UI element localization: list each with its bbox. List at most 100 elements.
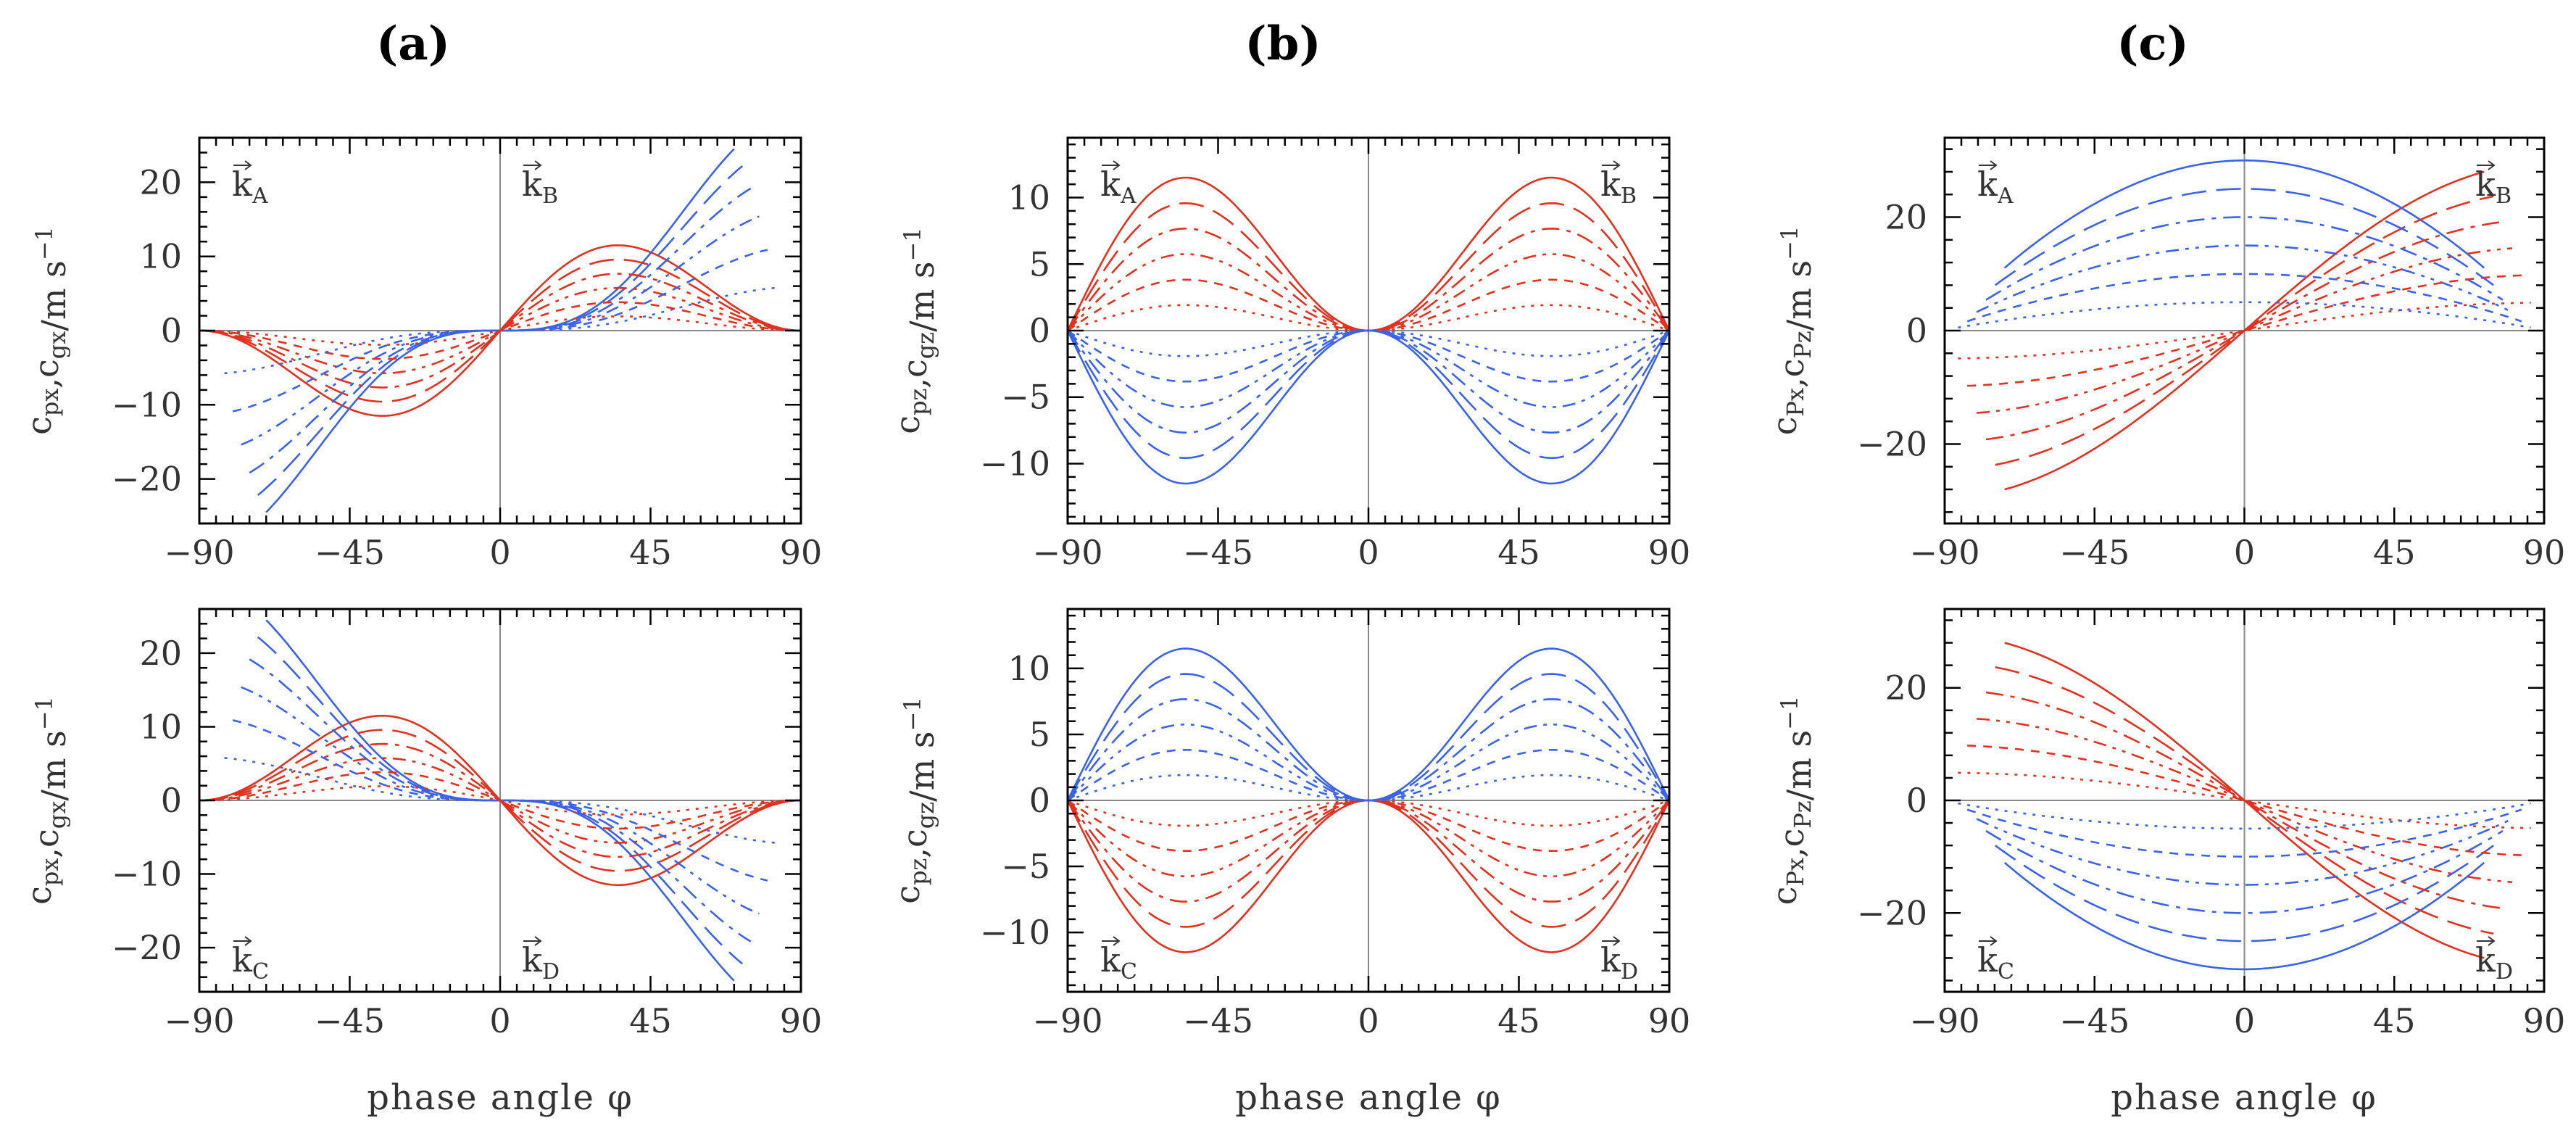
x-tick-label: −45 [1183, 533, 1253, 572]
wave-vector-k: k [522, 165, 543, 204]
y-tick-label: −20 [1857, 424, 1927, 463]
y-axis-label: cpx,cgx/m s−1 [20, 226, 73, 435]
x-tick-label: −45 [315, 1001, 385, 1040]
y-tick-label: −10 [980, 444, 1050, 483]
wave-vector-subscript: C [252, 959, 269, 985]
series-line-blue-1 [1068, 673, 1669, 802]
x-tick-label: 90 [780, 533, 823, 572]
series-line-blue-5 [1958, 802, 2531, 830]
series-line-blue-1 [1068, 329, 1669, 460]
y-tick-label: −5 [1001, 378, 1050, 417]
series-line-blue-3 [1976, 818, 2513, 886]
series-line-blue-1 [257, 636, 744, 965]
y-tick-label: −20 [112, 928, 182, 967]
wave-vector-k: k [1977, 165, 1998, 204]
series-line-red-3 [1976, 718, 2513, 883]
series-line-red-1 [199, 729, 801, 872]
series-line-blue-3 [1068, 329, 1669, 408]
y-tick-label: −10 [112, 385, 182, 424]
vector-arrowhead-icon [1990, 160, 1998, 170]
y-tick-label: 10 [1007, 178, 1050, 218]
y-axis-label: cpz,cgz/m s−1 [888, 227, 942, 434]
wave-vector-subscript: B [2496, 183, 2511, 209]
series-line-red-5 [1958, 771, 2531, 829]
wave-vector-subscript: A [252, 183, 268, 209]
vector-arrowhead-icon [2488, 936, 2496, 946]
y-tick-label: 10 [139, 237, 182, 276]
x-tick-label: 0 [489, 533, 510, 572]
y-tick-label: 0 [1906, 781, 1927, 820]
vector-arrowhead-icon [1990, 936, 1998, 946]
y-axis-label: cpz,cgz/m s−1 [888, 697, 942, 903]
wave-vector-k: k [2475, 165, 2496, 204]
y-tick-label: 0 [1906, 311, 1927, 350]
wave-vector-k: k [232, 165, 253, 204]
x-tick-label: −90 [1032, 533, 1102, 572]
x-tick-label: 0 [2234, 1001, 2255, 1040]
series-line-blue-4 [1068, 329, 1669, 383]
series-line-red-1 [1068, 202, 1669, 332]
wave-vector-subscript: D [1621, 959, 1638, 985]
series-line-blue-1 [257, 165, 744, 497]
panel-letter-b: (b) [1245, 17, 1321, 71]
y-axis-label: cpx,cgx/m s−1 [20, 696, 73, 905]
series-line-blue-0 [2003, 861, 2485, 971]
x-tick-label: 45 [629, 533, 672, 572]
series-group [199, 148, 801, 513]
series-line-blue-0 [2003, 160, 2485, 269]
wave-vector-k: k [522, 940, 543, 979]
x-tick-label: 45 [2373, 533, 2416, 572]
series-group [1068, 176, 1669, 485]
series-line-blue-3 [1068, 723, 1669, 802]
y-tick-label: 10 [139, 707, 182, 746]
series-line-red-3 [1068, 799, 1669, 878]
series-line-blue-3 [1976, 244, 2513, 313]
series-line-blue-4 [1966, 808, 2522, 858]
series-line-red-5 [199, 785, 801, 816]
vector-arrowhead-icon [534, 160, 542, 170]
series-line-red-3 [199, 757, 801, 844]
y-tick-label: −20 [1857, 893, 1927, 932]
x-tick-label: −45 [315, 533, 385, 572]
series-line-red-3 [1976, 247, 2513, 414]
wave-vector-k: k [1600, 165, 1621, 204]
x-axis-label-a: phase angle φ [367, 1077, 633, 1118]
x-tick-label: −45 [2059, 1001, 2130, 1040]
x-axis-label-c: phase angle φ [2111, 1077, 2377, 1118]
series-line-blue-2 [1985, 829, 2504, 914]
series-line-red-5 [1068, 304, 1669, 332]
x-tick-label: 0 [2234, 533, 2255, 572]
wave-vector-subscript: C [1998, 959, 2014, 985]
y-tick-label: 10 [1007, 649, 1050, 688]
x-tick-label: 90 [1648, 533, 1691, 572]
x-tick-label: 45 [1497, 1001, 1540, 1040]
vector-arrowhead-icon [244, 936, 252, 946]
y-tick-label: 0 [1029, 781, 1050, 820]
series-line-red-5 [199, 315, 801, 346]
series-line-red-3 [1068, 253, 1669, 332]
vector-arrowhead-icon [1613, 160, 1621, 170]
x-tick-label: −90 [164, 533, 234, 572]
panel-letter-a: (a) [376, 17, 450, 71]
series-group [1958, 160, 2531, 491]
x-axis-label-b: phase angle φ [1235, 1077, 1501, 1118]
y-tick-label: −20 [112, 460, 182, 499]
vector-arrowhead-icon [244, 160, 252, 170]
x-tick-label: 0 [1358, 533, 1379, 572]
wave-vector-subscript: B [542, 183, 558, 209]
y-tick-label: 5 [1029, 715, 1050, 754]
vector-arrowhead-icon [534, 936, 542, 946]
x-tick-label: −90 [1909, 1001, 1979, 1040]
y-tick-label: −10 [112, 855, 182, 894]
